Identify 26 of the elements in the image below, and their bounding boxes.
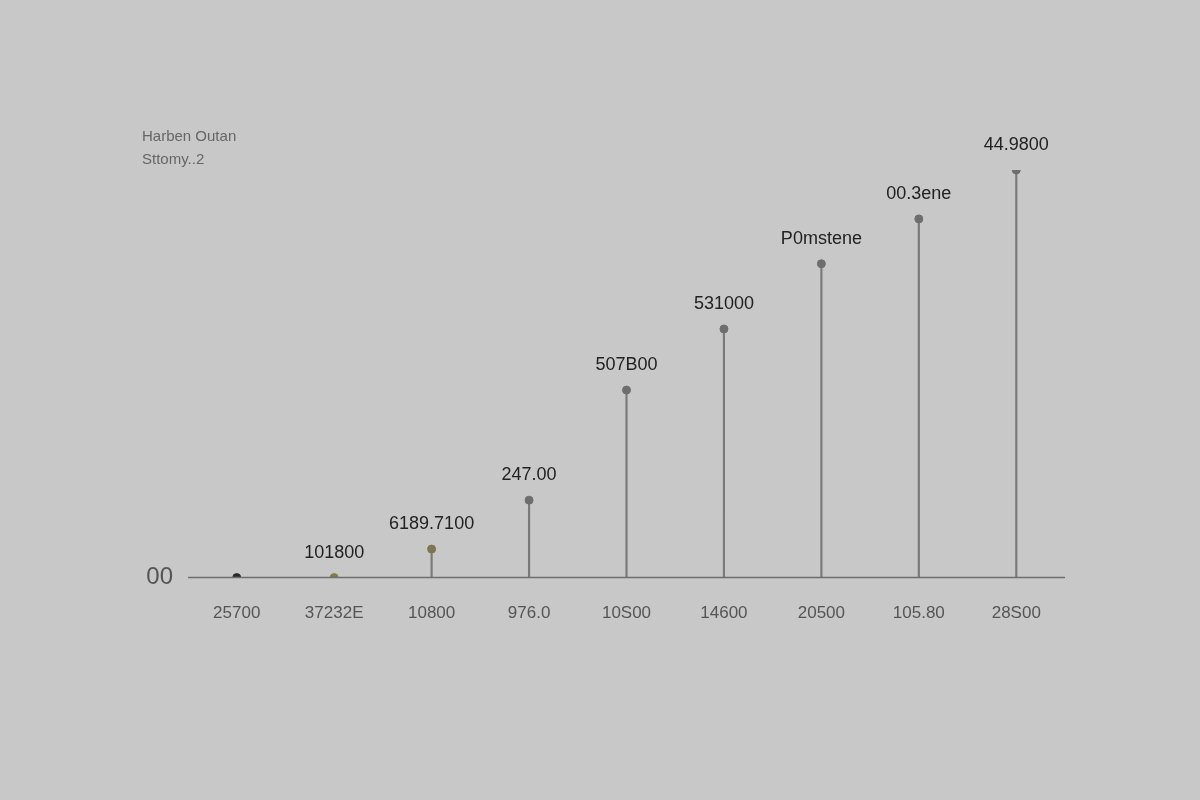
x-tick-label: 10800 [407,603,456,623]
annotation: P0mstene [780,227,862,248]
point [427,544,437,554]
x-tick-label: 14600 [700,603,748,623]
point [816,259,826,269]
x-tick-label: 28S00 [991,603,1041,623]
annotation: 44.9800 [983,133,1049,154]
annotation: 6189.7100 [389,513,475,534]
annotation: 00.3ene [886,182,952,203]
annotation: 531000 [693,292,754,313]
annotation: 507B00 [595,354,658,375]
point [524,495,534,505]
text: 00 [146,562,173,590]
annotation: 247.00 [501,464,557,485]
x-tick-label: 37232E [304,603,364,623]
x-tick-label: 105.80 [892,603,945,623]
point [914,214,924,224]
point [719,324,729,334]
x-tick-label: 25700 [213,603,261,623]
x-tick-label: 10S00 [601,603,652,623]
chart-subtitle: Sttomy..2 [142,149,206,169]
x-tick-label: 976.0 [507,603,551,623]
point [622,385,631,395]
annotation: 101800 [304,541,365,562]
x-tick-label: 20500 [797,603,846,623]
chart-title: Harben Outan [142,126,237,146]
